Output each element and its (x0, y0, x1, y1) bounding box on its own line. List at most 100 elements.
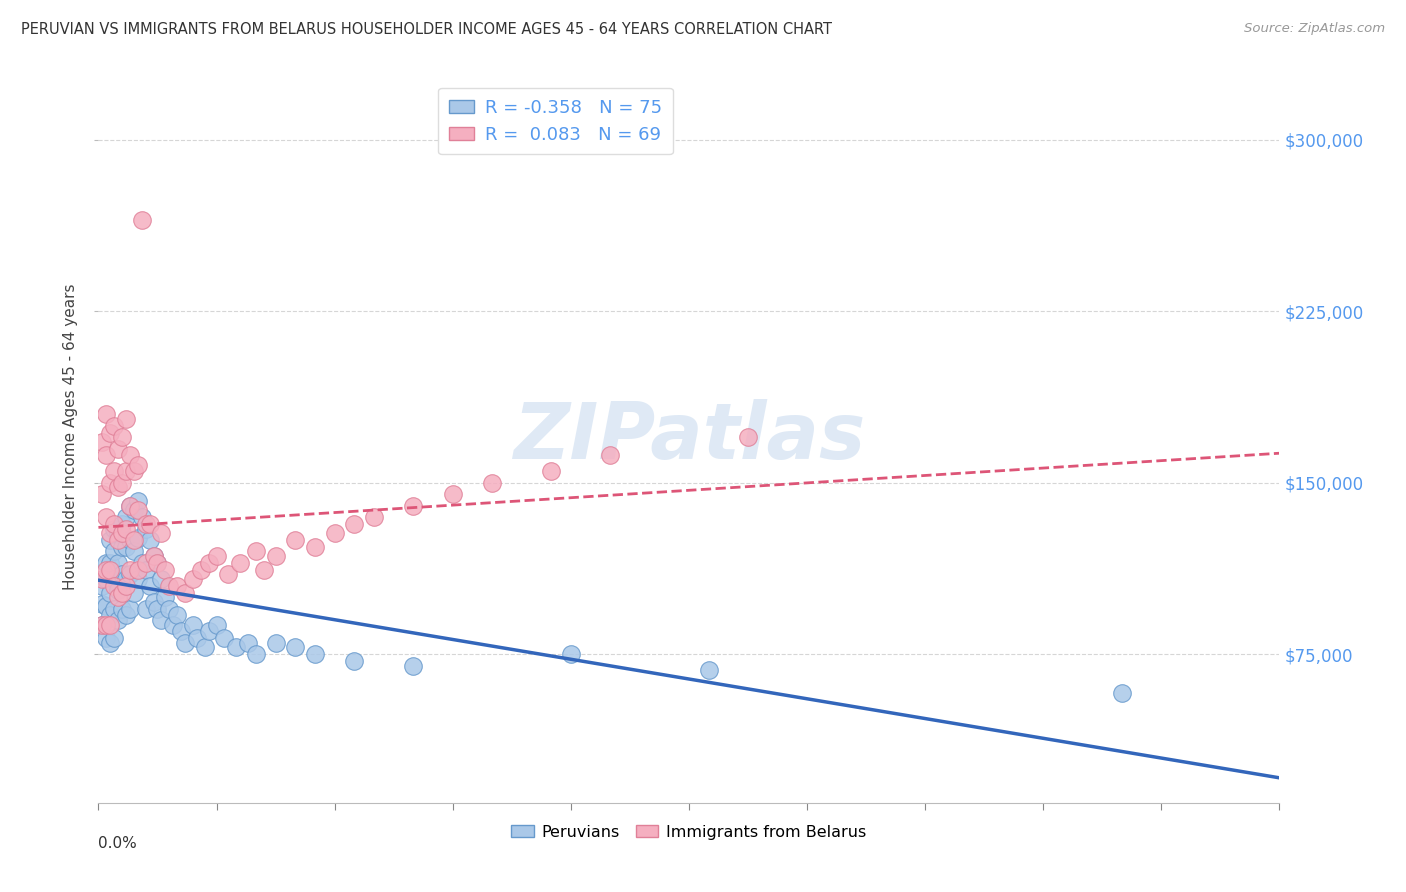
Point (118, 567, 141, 582)
Point (107, 556, 129, 570)
Point (96, 599, 118, 614)
Point (155, 590, 177, 604)
Point (98, 563, 121, 577)
Point (127, 503, 149, 517)
Point (98, 585, 121, 599)
Point (181, 572, 204, 586)
Point (135, 521, 157, 535)
Point (264, 636, 287, 650)
Point (253, 563, 276, 577)
Point (599, 448, 621, 462)
Point (181, 617, 204, 632)
Point (122, 544, 145, 558)
Point (91, 487, 114, 501)
Point (697, 663, 720, 677)
Point (217, 567, 239, 582)
Point (363, 510, 385, 524)
Point (96, 572, 118, 586)
Point (304, 540, 326, 554)
Point (107, 480, 129, 494)
Point (115, 521, 138, 535)
Point (157, 601, 180, 615)
Point (107, 583, 129, 598)
Y-axis label: Householder Income Ages 45 - 64 years: Householder Income Ages 45 - 64 years (63, 284, 79, 591)
Point (146, 556, 169, 570)
Point (481, 475, 503, 490)
Point (115, 510, 138, 524)
Point (98, 608, 121, 623)
Point (103, 601, 125, 615)
Point (264, 549, 287, 563)
Point (131, 510, 153, 524)
Point (103, 544, 125, 558)
Point (194, 640, 217, 655)
Point (118, 563, 141, 577)
Point (98, 636, 121, 650)
Point (103, 572, 125, 586)
Point (540, 464, 562, 478)
Point (122, 585, 145, 599)
Point (98, 425, 121, 440)
Point (150, 572, 173, 586)
Point (131, 556, 153, 570)
Point (111, 516, 134, 531)
Point (127, 458, 149, 472)
Point (96, 617, 118, 632)
Point (118, 448, 141, 462)
Point (186, 632, 208, 646)
Point (91, 434, 114, 449)
Point (127, 563, 149, 577)
Point (107, 526, 129, 541)
Point (135, 563, 157, 577)
Point (131, 213, 153, 227)
Point (205, 617, 228, 632)
Point (127, 531, 149, 545)
Point (98, 617, 121, 632)
Point (402, 499, 425, 513)
Point (304, 647, 326, 661)
Point (103, 579, 125, 593)
Point (96, 407, 118, 421)
Point (138, 516, 160, 531)
Point (441, 487, 464, 501)
Point (91, 617, 114, 632)
Point (138, 533, 160, 547)
Point (122, 533, 145, 547)
Point (96, 563, 118, 577)
Point (155, 563, 177, 577)
Point (214, 632, 236, 646)
Point (115, 540, 138, 554)
Point (174, 585, 197, 599)
Point (205, 549, 228, 563)
Point (245, 647, 267, 661)
Point (103, 521, 125, 535)
Point (122, 503, 145, 517)
Point (142, 549, 165, 563)
Point (1111, 686, 1133, 700)
Point (115, 572, 138, 586)
Point (96, 448, 118, 462)
Point (135, 516, 157, 531)
Point (91, 617, 114, 632)
Point (103, 464, 125, 478)
Point (111, 540, 134, 554)
Point (150, 613, 173, 627)
Point (118, 601, 141, 615)
Point (115, 579, 138, 593)
Point (107, 533, 129, 547)
Point (98, 533, 121, 547)
Point (107, 442, 129, 456)
Point (107, 590, 129, 604)
Point (98, 475, 121, 490)
Point (96, 632, 118, 646)
Point (142, 594, 165, 608)
Point (107, 613, 129, 627)
Point (135, 556, 157, 570)
Point (284, 640, 307, 655)
Point (157, 579, 180, 593)
Point (118, 499, 141, 513)
Text: PERUVIAN VS IMMIGRANTS FROM BELARUS HOUSEHOLDER INCOME AGES 45 - 64 YEARS CORREL: PERUVIAN VS IMMIGRANTS FROM BELARUS HOUS… (21, 22, 832, 37)
Point (236, 636, 259, 650)
Text: ZIPatlas: ZIPatlas (513, 399, 865, 475)
Point (111, 430, 134, 444)
